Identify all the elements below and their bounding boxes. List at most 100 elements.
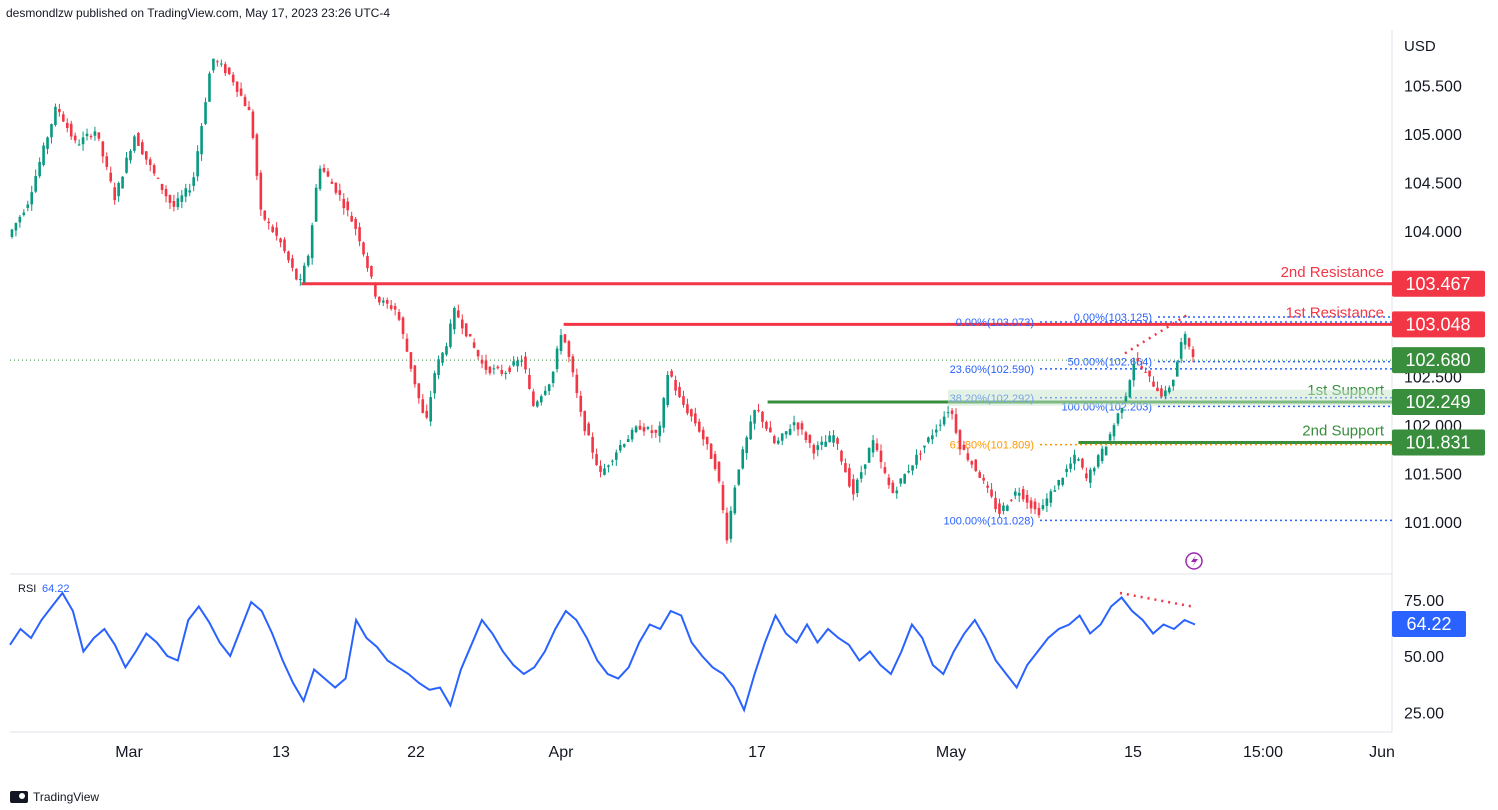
candle-body <box>966 453 970 460</box>
candle-body <box>156 177 160 179</box>
candle-body <box>974 459 978 471</box>
candle-body <box>496 366 500 369</box>
candle-body <box>227 67 231 75</box>
rsi-tick-label: 50.00 <box>1404 649 1444 666</box>
candle-body <box>338 190 342 196</box>
candle-body <box>342 198 346 209</box>
candle-body <box>765 421 768 429</box>
candle-body <box>1152 381 1155 387</box>
candle-body <box>271 226 274 232</box>
candle-body <box>275 227 278 236</box>
support-zone <box>948 389 1392 406</box>
candle-body <box>938 424 942 426</box>
candle-body <box>547 384 551 392</box>
candle-body <box>113 187 116 201</box>
candle-body <box>299 278 302 280</box>
candle-body <box>591 436 594 453</box>
candle-body <box>923 445 926 448</box>
candle-body <box>1085 473 1088 479</box>
candle-body <box>129 150 132 161</box>
candle-body <box>468 334 472 337</box>
candle-body <box>840 450 843 462</box>
candle-body <box>694 413 697 424</box>
candle-body <box>725 512 729 541</box>
candle-body <box>216 61 219 63</box>
candle-body <box>879 450 883 463</box>
candle-body <box>93 131 97 136</box>
candle-body <box>378 296 381 303</box>
rsi-indicator-name[interactable]: RSI <box>18 583 36 595</box>
candle-body <box>773 436 776 444</box>
price-tick-label: 101.500 <box>1404 467 1462 484</box>
level-name: 1st Resistance <box>1286 304 1384 321</box>
candle-body <box>259 172 263 210</box>
event-flash-icon[interactable] <box>1185 552 1203 570</box>
candle-body <box>836 438 839 444</box>
candle-body <box>848 468 851 487</box>
candle-body <box>358 227 361 242</box>
candle-body <box>950 410 954 414</box>
candle-body <box>385 300 389 304</box>
candle-body <box>697 421 701 432</box>
candle-body <box>701 429 705 440</box>
candle-body <box>871 440 875 453</box>
tradingview-footer[interactable]: TradingView <box>10 790 99 804</box>
candle-body <box>962 444 966 450</box>
time-tick-label: Apr <box>549 744 575 761</box>
rsi-value-badge <box>1392 611 1466 638</box>
candle-body <box>903 474 906 484</box>
candle-body <box>1017 492 1021 496</box>
candle-body <box>200 126 203 155</box>
candle-body <box>1148 370 1151 377</box>
candle-body <box>642 427 646 432</box>
candle-body <box>460 319 464 329</box>
candle-body <box>109 172 113 182</box>
rsi-value-text: 64.22 <box>1406 614 1451 634</box>
candle-body <box>1002 505 1005 511</box>
candle-body <box>168 195 172 203</box>
candle-body <box>417 383 421 399</box>
candle-body <box>480 359 484 364</box>
level-price-text: 102.249 <box>1405 392 1470 412</box>
candle-body <box>970 461 974 465</box>
candle-body <box>172 200 176 207</box>
candle-body <box>646 427 650 429</box>
candle-body <box>1096 455 1100 467</box>
candle-body <box>682 396 685 405</box>
candle-body <box>630 429 634 440</box>
candle-body <box>62 114 65 122</box>
candle-body <box>915 454 918 465</box>
candle-body <box>863 464 867 469</box>
time-tick-label: Mar <box>115 744 143 761</box>
fib-left-label: 0.00%(103.073) <box>956 317 1034 329</box>
candle-body <box>295 268 298 280</box>
candle-body <box>745 437 748 454</box>
level-price-badge <box>1392 388 1485 415</box>
candle-body <box>164 188 168 197</box>
candle-body <box>500 369 504 374</box>
candle-body <box>1073 454 1076 464</box>
candle-body <box>409 352 413 369</box>
candle-body <box>81 137 85 145</box>
current-price-badge <box>1392 347 1485 374</box>
level-price-badge <box>1392 311 1485 338</box>
candle-body <box>429 397 432 422</box>
candle-body <box>1029 500 1033 509</box>
candle-body <box>852 479 855 495</box>
candle-body <box>662 398 666 428</box>
fibonacci-retracements[interactable]: 0.00%(103.073)23.60%(102.590)38.20%(102.… <box>943 312 1392 527</box>
candle-body <box>137 133 140 146</box>
candle-body <box>1187 338 1191 347</box>
candle-body <box>559 335 563 352</box>
time-tick-label: 15:00 <box>1243 744 1283 761</box>
candle-body <box>1175 361 1179 377</box>
candle-body <box>125 157 128 173</box>
candle-body <box>650 430 654 434</box>
candle-body <box>536 401 539 407</box>
candle-body <box>567 341 571 357</box>
price-tick-label: 105.500 <box>1404 79 1462 96</box>
candle-body <box>65 122 69 128</box>
candle-body <box>907 470 910 473</box>
